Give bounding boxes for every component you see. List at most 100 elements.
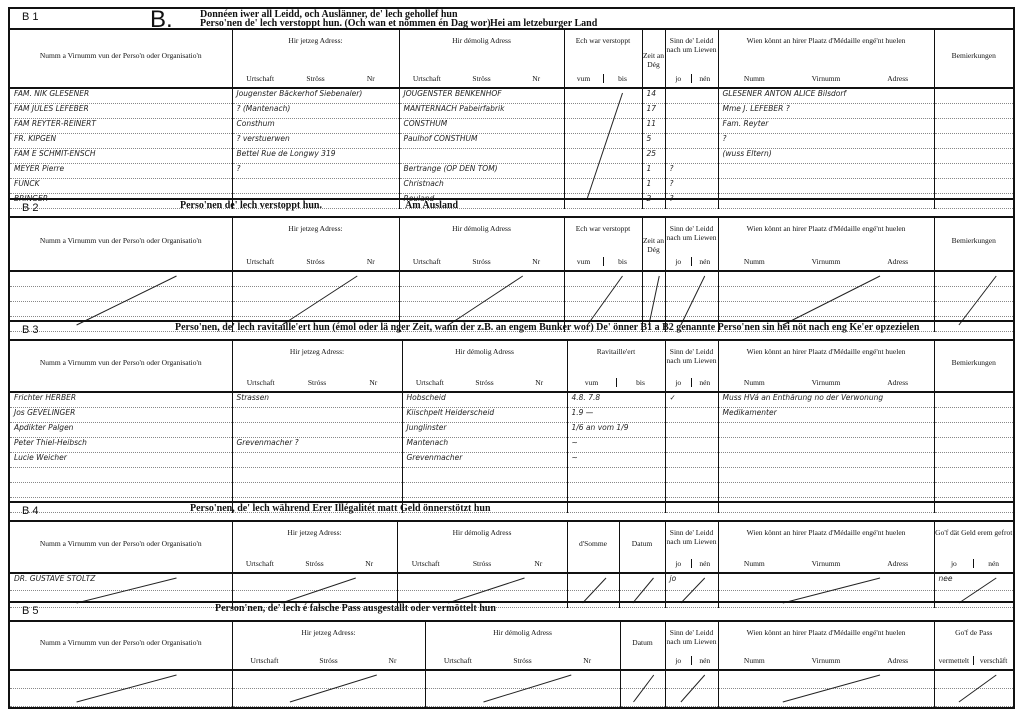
table-cell[interactable]: Lucie Weicher [10, 452, 233, 468]
table-cell[interactable] [934, 118, 1013, 134]
table-cell[interactable] [718, 573, 935, 591]
table-cell[interactable]: Fam. Reyter [718, 118, 935, 134]
table-cell[interactable]: ? verstuerwen [232, 133, 400, 149]
table-cell[interactable]: ~ [567, 452, 666, 468]
table-cell[interactable] [718, 286, 935, 302]
table-cell[interactable]: Strassen [232, 392, 403, 408]
table-cell[interactable]: ? [665, 163, 719, 179]
table-cell[interactable] [934, 422, 1013, 438]
table-cell[interactable] [934, 286, 1013, 302]
table-cell[interactable]: DR. GUSTAVE STOLTZ [10, 573, 233, 591]
table-cell[interactable] [718, 163, 935, 179]
table-cell[interactable]: 1/6 an vom 1/9 [567, 422, 666, 438]
table-cell[interactable] [399, 271, 565, 287]
table-cell[interactable] [665, 407, 719, 423]
table-cell[interactable]: FAM. NIK GLESENER [10, 88, 233, 104]
table-cell[interactable] [567, 467, 666, 483]
table-cell[interactable] [399, 148, 565, 164]
table-cell[interactable] [564, 118, 643, 134]
table-cell[interactable] [934, 193, 1013, 209]
table-cell[interactable] [232, 286, 400, 302]
table-cell[interactable]: nee [934, 573, 1013, 591]
table-cell[interactable] [10, 286, 233, 302]
table-cell[interactable] [567, 573, 620, 591]
table-cell[interactable] [564, 163, 643, 179]
table-cell[interactable] [402, 482, 568, 498]
table-cell[interactable] [665, 437, 719, 453]
table-cell[interactable] [934, 301, 1013, 317]
table-cell[interactable] [232, 271, 400, 287]
table-cell[interactable] [10, 467, 233, 483]
table-cell[interactable]: 1 [642, 178, 666, 194]
table-cell[interactable] [665, 88, 719, 104]
table-cell[interactable]: 1.9 — [567, 407, 666, 423]
table-cell[interactable] [718, 670, 935, 689]
table-cell[interactable] [564, 133, 643, 149]
table-cell[interactable]: jo [665, 573, 719, 591]
table-cell[interactable] [402, 467, 568, 483]
table-cell[interactable]: FAM E SCHMIT-ENSCH [10, 148, 233, 164]
table-cell[interactable] [665, 271, 719, 287]
table-cell[interactable] [232, 193, 400, 209]
table-cell[interactable]: 11 [642, 118, 666, 134]
table-cell[interactable] [564, 178, 643, 194]
table-cell[interactable]: Medikamenter [718, 407, 935, 423]
table-cell[interactable] [934, 467, 1013, 483]
table-cell[interactable]: Paulhof CONSTHUM [399, 133, 565, 149]
table-cell[interactable] [934, 688, 1013, 707]
table-cell[interactable] [620, 688, 666, 707]
table-cell[interactable] [397, 573, 568, 591]
table-cell[interactable] [567, 482, 666, 498]
table-cell[interactable] [10, 482, 233, 498]
table-cell[interactable]: Peter Thiel-Heibsch [10, 437, 233, 453]
table-cell[interactable] [934, 407, 1013, 423]
table-cell[interactable] [564, 301, 643, 317]
table-cell[interactable] [232, 301, 400, 317]
table-cell[interactable]: Bettel Rue de Longwy 319 [232, 148, 400, 164]
table-cell[interactable]: FR. KIPGEN [10, 133, 233, 149]
table-cell[interactable]: Hobscheid [402, 392, 568, 408]
table-cell[interactable] [665, 286, 719, 302]
table-cell[interactable] [934, 271, 1013, 287]
table-cell[interactable] [718, 452, 935, 468]
table-cell[interactable] [934, 178, 1013, 194]
table-cell[interactable] [399, 301, 565, 317]
table-cell[interactable] [718, 193, 935, 209]
table-cell[interactable] [718, 437, 935, 453]
table-cell[interactable] [425, 688, 621, 707]
table-cell[interactable]: MEYER Pierre [10, 163, 233, 179]
table-cell[interactable] [934, 437, 1013, 453]
table-cell[interactable] [642, 286, 666, 302]
table-cell[interactable]: Muss HVá an Enthärung no der Verwonung [718, 392, 935, 408]
table-cell[interactable]: JOUGENSTER BENKENHOF [399, 88, 565, 104]
table-cell[interactable] [934, 482, 1013, 498]
table-cell[interactable] [619, 573, 666, 591]
table-cell[interactable] [934, 452, 1013, 468]
table-cell[interactable] [564, 88, 643, 104]
table-cell[interactable]: Jougenster Bäckerhof Siebenaler) [232, 88, 400, 104]
table-cell[interactable]: 17 [642, 103, 666, 119]
table-cell[interactable]: Grevenmacher ? [232, 437, 403, 453]
table-cell[interactable] [665, 148, 719, 164]
table-cell[interactable] [232, 670, 426, 689]
table-cell[interactable] [232, 482, 403, 498]
table-cell[interactable] [934, 163, 1013, 179]
table-cell[interactable]: GLESENER ANTON ALICE Bilsdorf [718, 88, 935, 104]
table-cell[interactable] [718, 178, 935, 194]
table-cell[interactable] [620, 670, 666, 689]
table-cell[interactable] [718, 688, 935, 707]
table-cell[interactable] [665, 133, 719, 149]
table-cell[interactable] [665, 482, 719, 498]
table-cell[interactable] [934, 88, 1013, 104]
table-cell[interactable] [564, 271, 643, 287]
table-cell[interactable]: CONSTHUM [399, 118, 565, 134]
table-cell[interactable] [10, 271, 233, 287]
table-cell[interactable]: 4.8. 7.8 [567, 392, 666, 408]
table-cell[interactable]: (wuss Eltern) [718, 148, 935, 164]
table-cell[interactable]: 5 [642, 133, 666, 149]
table-cell[interactable] [232, 407, 403, 423]
table-cell[interactable] [232, 422, 403, 438]
table-cell[interactable]: Jos GEVELINGER [10, 407, 233, 423]
table-cell[interactable]: ? (Mantenach) [232, 103, 400, 119]
table-cell[interactable]: FAM JULES LEFEBER [10, 103, 233, 119]
